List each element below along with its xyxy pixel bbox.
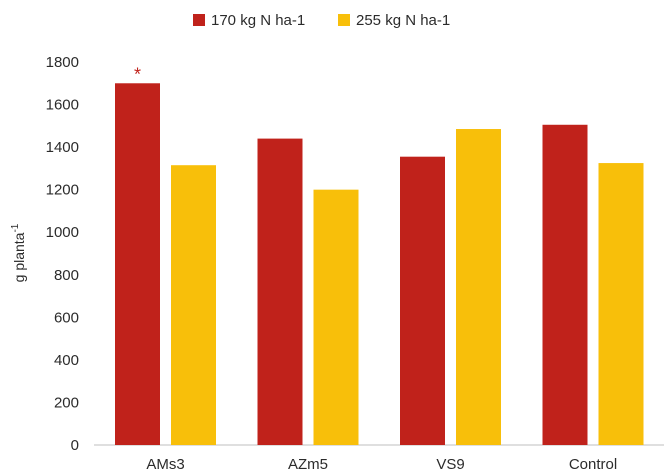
bar-ams3-series-2	[171, 165, 216, 446]
y-axis: 0 200 400 600 800 1000 1200 1400 1600 1800	[46, 54, 664, 454]
x-tick-label: AMs3	[146, 456, 184, 473]
bar-control-series-2	[598, 163, 644, 445]
x-tick-label: AZm5	[288, 456, 328, 473]
legend-swatch-2	[338, 14, 350, 26]
legend-swatch-1	[193, 14, 205, 26]
significance-mark: *	[134, 64, 141, 84]
y-axis-label: g planta-1	[10, 223, 27, 282]
y-tick-label: 1800	[46, 54, 79, 71]
y-axis-title: g planta-1	[10, 223, 27, 282]
x-tick-label: Control	[569, 456, 617, 473]
annotations: *	[134, 64, 141, 84]
y-tick-label: 200	[54, 394, 79, 411]
y-axis-label-text: g planta	[11, 232, 27, 282]
bars	[115, 83, 644, 446]
y-tick-label: 600	[54, 309, 79, 326]
legend-label-2: 255 kg N ha-1	[356, 12, 450, 29]
y-tick-label: 1200	[46, 182, 79, 199]
y-tick-label: 1600	[46, 97, 79, 114]
bar-vs9-series-1	[400, 156, 445, 446]
y-tick-label: 1400	[46, 139, 79, 156]
y-axis-label-superscript: -1	[10, 223, 21, 232]
legend-label-1: 170 kg N ha-1	[211, 12, 305, 29]
bar-control-series-1	[542, 124, 588, 446]
bar-azm5-series-2	[313, 189, 359, 445]
bar-ams3-series-1	[115, 83, 160, 446]
y-tick-label: 800	[54, 267, 79, 284]
bar-azm5-series-1	[257, 138, 303, 445]
x-tick-label: VS9	[436, 456, 464, 473]
y-tick-label: 400	[54, 352, 79, 369]
bar-vs9-series-2	[456, 129, 501, 445]
y-tick-label: 0	[71, 437, 79, 454]
y-tick-label: 1000	[46, 224, 79, 241]
legend: 170 kg N ha-1 255 kg N ha-1	[193, 12, 450, 29]
x-axis: AMs3 AZm5 VS9 Control	[146, 456, 617, 473]
